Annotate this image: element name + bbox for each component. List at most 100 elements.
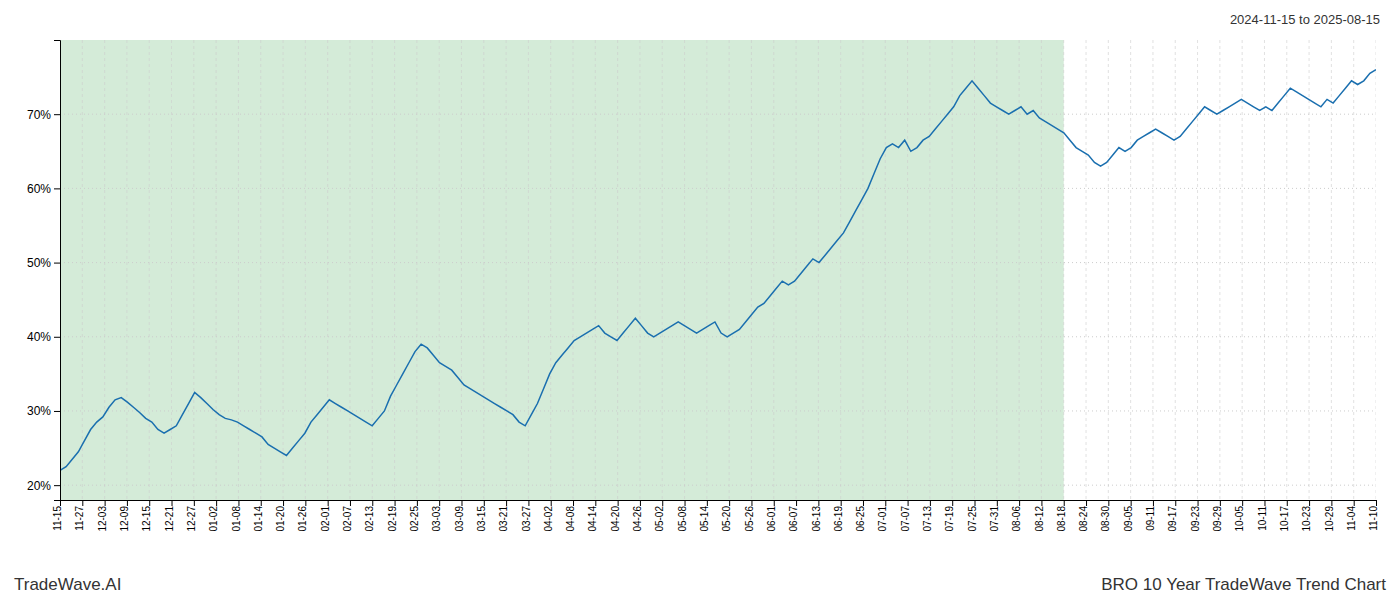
y-axis-line [54,41,61,501]
x-tick: 07-07 [900,500,911,532]
grid-line-x [706,40,707,500]
x-tick-label: 03-15 [476,506,487,532]
x-tick-mark [1108,500,1109,506]
x-tick: 10-05 [1234,500,1245,532]
x-tick: 06-19 [833,500,844,532]
x-tick: 06-13 [811,500,822,532]
grid-line-x [885,40,886,500]
x-tick-label: 07-25 [967,506,978,532]
grid-line-y [60,410,1376,411]
grid-line-x [1264,40,1265,500]
chart: 11-1511-2712-0312-0912-1512-2112-2701-02… [0,0,1400,600]
x-tick-label: 02-01 [320,506,331,532]
x-tick-label: 06-01 [766,506,777,532]
grid-line-x [349,40,350,500]
grid-line-x [1152,40,1153,500]
x-tick-label: 05-20 [721,506,732,532]
x-tick-mark [640,500,641,506]
x-tick: 07-01 [877,500,888,532]
x-tick-mark [685,500,686,506]
x-tick-label: 03-09 [454,506,465,532]
line [60,70,1376,471]
x-tick: 10-11 [1257,500,1268,531]
x-tick: 04-08 [565,500,576,532]
x-tick-mark [1175,500,1176,506]
x-tick: 06-25 [855,500,866,532]
x-tick-mark [551,500,552,506]
grid-line-x [82,40,83,500]
x-tick-mark [1041,500,1042,506]
x-tick-label: 04-14 [587,506,598,532]
y-tick-label: 30% [27,404,51,418]
x-tick-mark [194,500,195,506]
x-tick: 10-23 [1301,500,1312,532]
y-tick-label: 70% [27,108,51,122]
x-tick: 05-08 [677,500,688,532]
x-tick: 03-21 [498,500,509,532]
x-tick-label: 01-26 [297,506,308,532]
grid-line-x [773,40,774,500]
x-tick: 03-27 [521,500,532,532]
grid-line-x [1130,40,1131,500]
x-tick: 11-27 [74,500,85,531]
grid-line-x [639,40,640,500]
grid-line-x [1376,40,1377,500]
grid-line-x [1309,40,1310,500]
grid-line-x [796,40,797,500]
x-tick-mark [774,500,775,506]
grid-line-x [193,40,194,500]
y-tick-label: 60% [27,182,51,196]
y-tick-label: 50% [27,256,51,270]
y-axis: 20%30%40%50%60%70% [27,41,61,501]
x-tick-mark [127,500,128,506]
grid-line-x [104,40,105,500]
y-tick-label: 40% [27,330,51,344]
x-tick-mark [1131,500,1132,506]
x-tick-label: 07-07 [900,506,911,532]
y-tick-mark [54,114,60,115]
grid-line-x [1063,40,1064,500]
x-tick-mark [305,500,306,506]
grid-line-x [907,40,908,500]
x-tick-mark [1064,500,1065,506]
grid-line-x [416,40,417,500]
x-tick-label: 05-02 [654,506,665,532]
annotation: TradeWave.AI [14,575,121,594]
x-tick-mark [751,500,752,506]
grid-line-x [461,40,462,500]
x-tick-label: 07-01 [877,506,888,532]
grid-line-x [1175,40,1176,500]
x-tick-label: 01-08 [231,506,242,532]
grid-line-x [818,40,819,500]
x-tick-mark [1086,500,1087,506]
grid-line-x [1108,40,1109,500]
x-tick-label: 06-07 [788,506,799,532]
x-tick-mark [372,500,373,506]
x-axis: 11-1511-2712-0312-0912-1512-2112-2701-02… [52,500,1379,532]
x-tick: 10-29 [1324,500,1335,532]
x-tick-mark [997,500,998,506]
x-tick-label: 04-20 [610,506,621,532]
x-tick: 07-13 [922,500,933,532]
x-tick-mark [796,500,797,506]
grid-line-x [573,40,574,500]
grid-line-x [1041,40,1042,500]
x-tick: 04-02 [543,500,554,532]
x-tick-label: 02-07 [342,506,353,532]
grid-line-x [149,40,150,500]
x-tick: 04-14 [587,500,598,532]
x-tick-mark [1287,500,1288,506]
x-tick-label: 09-23 [1190,506,1201,532]
x-tick-mark [417,500,418,506]
grid-line-x [260,40,261,500]
x-tick-mark [439,500,440,506]
x-tick: 02-07 [342,500,353,532]
x-tick-label: 01-02 [208,506,219,532]
shaded-region [60,40,1064,500]
x-tick-label: 09-17 [1167,506,1178,532]
grid-line-y [60,114,1376,115]
x-tick-mark [1354,500,1355,506]
x-tick-mark [818,500,819,506]
x-tick-label: 05-14 [699,506,710,532]
x-axis-line [61,501,1377,507]
